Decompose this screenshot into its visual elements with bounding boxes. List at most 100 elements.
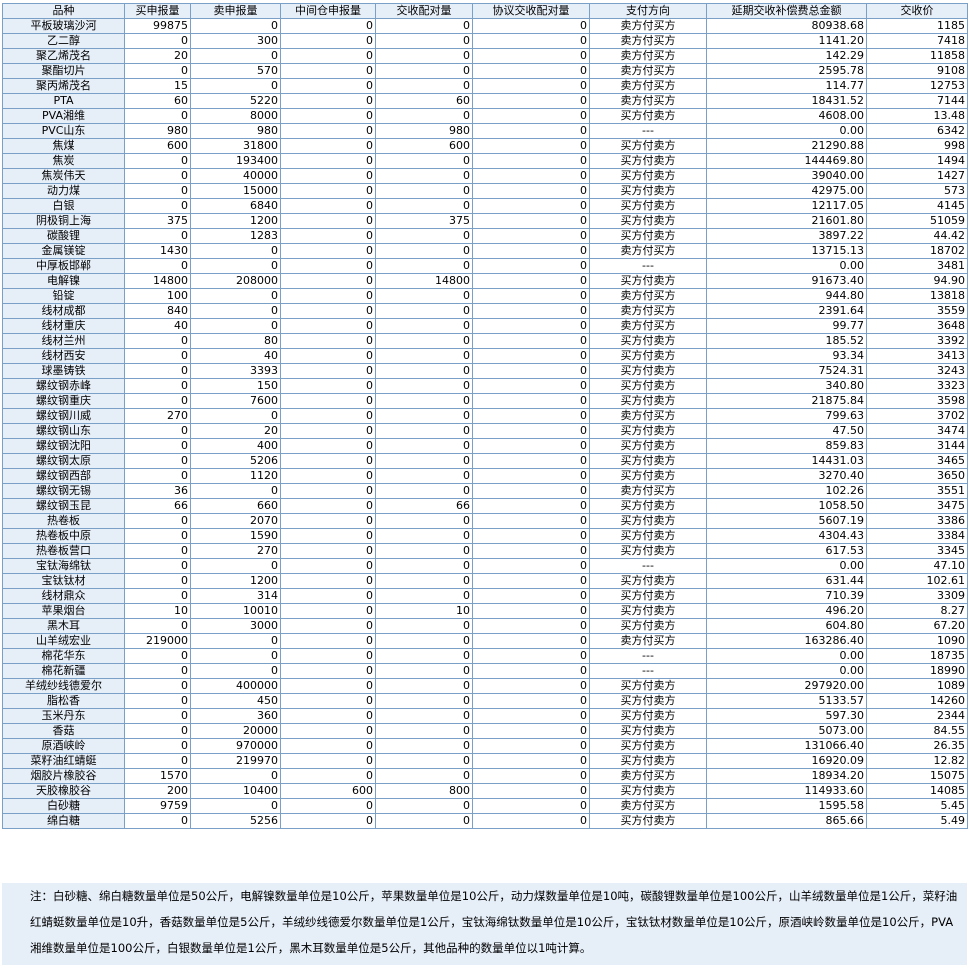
variety-cell: 聚乙烯茂名	[2, 48, 125, 64]
buy-qty-cell: 270	[124, 408, 191, 424]
agreement-qty-cell: 0	[472, 783, 590, 799]
variety-cell: 螺纹钢重庆	[2, 393, 125, 409]
variety-cell: 线材西安	[2, 348, 125, 364]
agreement-qty-cell: 0	[472, 798, 590, 814]
payment-direction-cell: 买方付卖方	[589, 498, 707, 514]
payment-direction-cell: 买方付卖方	[589, 528, 707, 544]
matched-qty-cell: 0	[375, 408, 473, 424]
agreement-qty-cell: 0	[472, 738, 590, 754]
buy-qty-cell: 1570	[124, 768, 191, 784]
table-row: 白砂糖 9759 0 0 0 0 卖方付买方 1595.58 5.45	[2, 798, 968, 814]
payment-direction-cell: 买方付卖方	[589, 363, 707, 379]
compensation-amount-cell: 2391.64	[706, 303, 867, 319]
payment-direction-cell: 买方付卖方	[589, 108, 707, 124]
settlement-price-cell: 3323	[866, 378, 968, 394]
compensation-amount-cell: 859.83	[706, 438, 867, 454]
middle-qty-cell: 0	[280, 228, 376, 244]
table-row: 线材西安 0 40 0 0 0 买方付卖方 93.34 3413	[2, 348, 968, 364]
settlement-price-cell: 13.48	[866, 108, 968, 124]
payment-direction-cell: 买方付卖方	[589, 693, 707, 709]
table-body: 平板玻璃沙河 99875 0 0 0 0 卖方付买方 80938.68 1185 乙二醇 0 300 0…	[2, 18, 968, 829]
settlement-price-cell: 3559	[866, 303, 968, 319]
middle-qty-cell: 0	[280, 753, 376, 769]
middle-qty-cell: 0	[280, 243, 376, 259]
table-row: PVA湘维 0 8000 0 0 0 买方付卖方 4608.00 13.48	[2, 108, 968, 124]
sell-qty-cell: 20000	[190, 723, 281, 739]
settlement-price-cell: 3474	[866, 423, 968, 439]
payment-direction-cell: 卖方付买方	[589, 78, 707, 94]
agreement-qty-cell: 0	[472, 588, 590, 604]
payment-direction-cell: 卖方付买方	[589, 798, 707, 814]
compensation-amount-cell: 14431.03	[706, 453, 867, 469]
sell-qty-cell: 3000	[190, 618, 281, 634]
buy-qty-cell: 0	[124, 513, 191, 529]
middle-qty-cell: 0	[280, 18, 376, 34]
sell-qty-cell: 0	[190, 483, 281, 499]
agreement-qty-cell: 0	[472, 648, 590, 664]
compensation-amount-cell: 93.34	[706, 348, 867, 364]
settlement-price-cell: 14260	[866, 693, 968, 709]
settlement-price-cell: 44.42	[866, 228, 968, 244]
agreement-qty-cell: 0	[472, 63, 590, 79]
agreement-qty-cell: 0	[472, 318, 590, 334]
settlement-price-cell: 5.49	[866, 813, 968, 829]
variety-cell: 苹果烟台	[2, 603, 125, 619]
buy-qty-cell: 0	[124, 663, 191, 679]
variety-cell: 螺纹钢西部	[2, 468, 125, 484]
variety-cell: 线材兰州	[2, 333, 125, 349]
matched-qty-cell: 0	[375, 108, 473, 124]
payment-direction-cell: 卖方付买方	[589, 288, 707, 304]
settlement-price-cell: 1090	[866, 633, 968, 649]
matched-qty-cell: 0	[375, 678, 473, 694]
payment-direction-cell: 买方付卖方	[589, 198, 707, 214]
buy-qty-cell: 10	[124, 603, 191, 619]
middle-qty-cell: 0	[280, 363, 376, 379]
settlement-price-cell: 3413	[866, 348, 968, 364]
buy-qty-cell: 0	[124, 558, 191, 574]
middle-qty-cell: 0	[280, 273, 376, 289]
sell-qty-cell: 3393	[190, 363, 281, 379]
variety-cell: 香菇	[2, 723, 125, 739]
compensation-amount-cell: 0.00	[706, 663, 867, 679]
middle-qty-cell: 0	[280, 543, 376, 559]
settlement-price-cell: 3650	[866, 468, 968, 484]
buy-qty-cell: 0	[124, 348, 191, 364]
buy-qty-cell: 0	[124, 393, 191, 409]
matched-qty-cell: 0	[375, 378, 473, 394]
payment-direction-cell: 买方付卖方	[589, 513, 707, 529]
compensation-amount-cell: 0.00	[706, 648, 867, 664]
settlement-price-cell: 84.55	[866, 723, 968, 739]
buy-qty-cell: 0	[124, 438, 191, 454]
agreement-qty-cell: 0	[472, 423, 590, 439]
variety-cell: 原酒峡岭	[2, 738, 125, 754]
middle-qty-cell: 0	[280, 588, 376, 604]
middle-qty-cell: 0	[280, 693, 376, 709]
compensation-amount-cell: 4608.00	[706, 108, 867, 124]
settlement-price-cell: 3648	[866, 318, 968, 334]
col-header-buy-qty: 买申报量	[124, 3, 191, 19]
sell-qty-cell: 0	[190, 648, 281, 664]
table-row: 中厚板邯郸 0 0 0 0 0 --- 0.00 3481	[2, 258, 968, 274]
variety-cell: 碳酸锂	[2, 228, 125, 244]
compensation-amount-cell: 102.26	[706, 483, 867, 499]
variety-cell: 电解镍	[2, 273, 125, 289]
sell-qty-cell: 80	[190, 333, 281, 349]
sell-qty-cell: 31800	[190, 138, 281, 154]
buy-qty-cell: 60	[124, 93, 191, 109]
sell-qty-cell: 10400	[190, 783, 281, 799]
middle-qty-cell: 0	[280, 813, 376, 829]
buy-qty-cell: 0	[124, 528, 191, 544]
settlement-price-cell: 3386	[866, 513, 968, 529]
table-row: 山羊绒宏业 219000 0 0 0 0 卖方付买方 163286.40 1090	[2, 633, 968, 649]
middle-qty-cell: 0	[280, 648, 376, 664]
variety-cell: 白砂糖	[2, 798, 125, 814]
compensation-amount-cell: 604.80	[706, 618, 867, 634]
table-row: 线材兰州 0 80 0 0 0 买方付卖方 185.52 3392	[2, 333, 968, 349]
compensation-amount-cell: 865.66	[706, 813, 867, 829]
settlement-price-cell: 7418	[866, 33, 968, 49]
matched-qty-cell: 0	[375, 753, 473, 769]
middle-qty-cell: 0	[280, 633, 376, 649]
variety-cell: 焦炭	[2, 153, 125, 169]
compensation-amount-cell: 297920.00	[706, 678, 867, 694]
